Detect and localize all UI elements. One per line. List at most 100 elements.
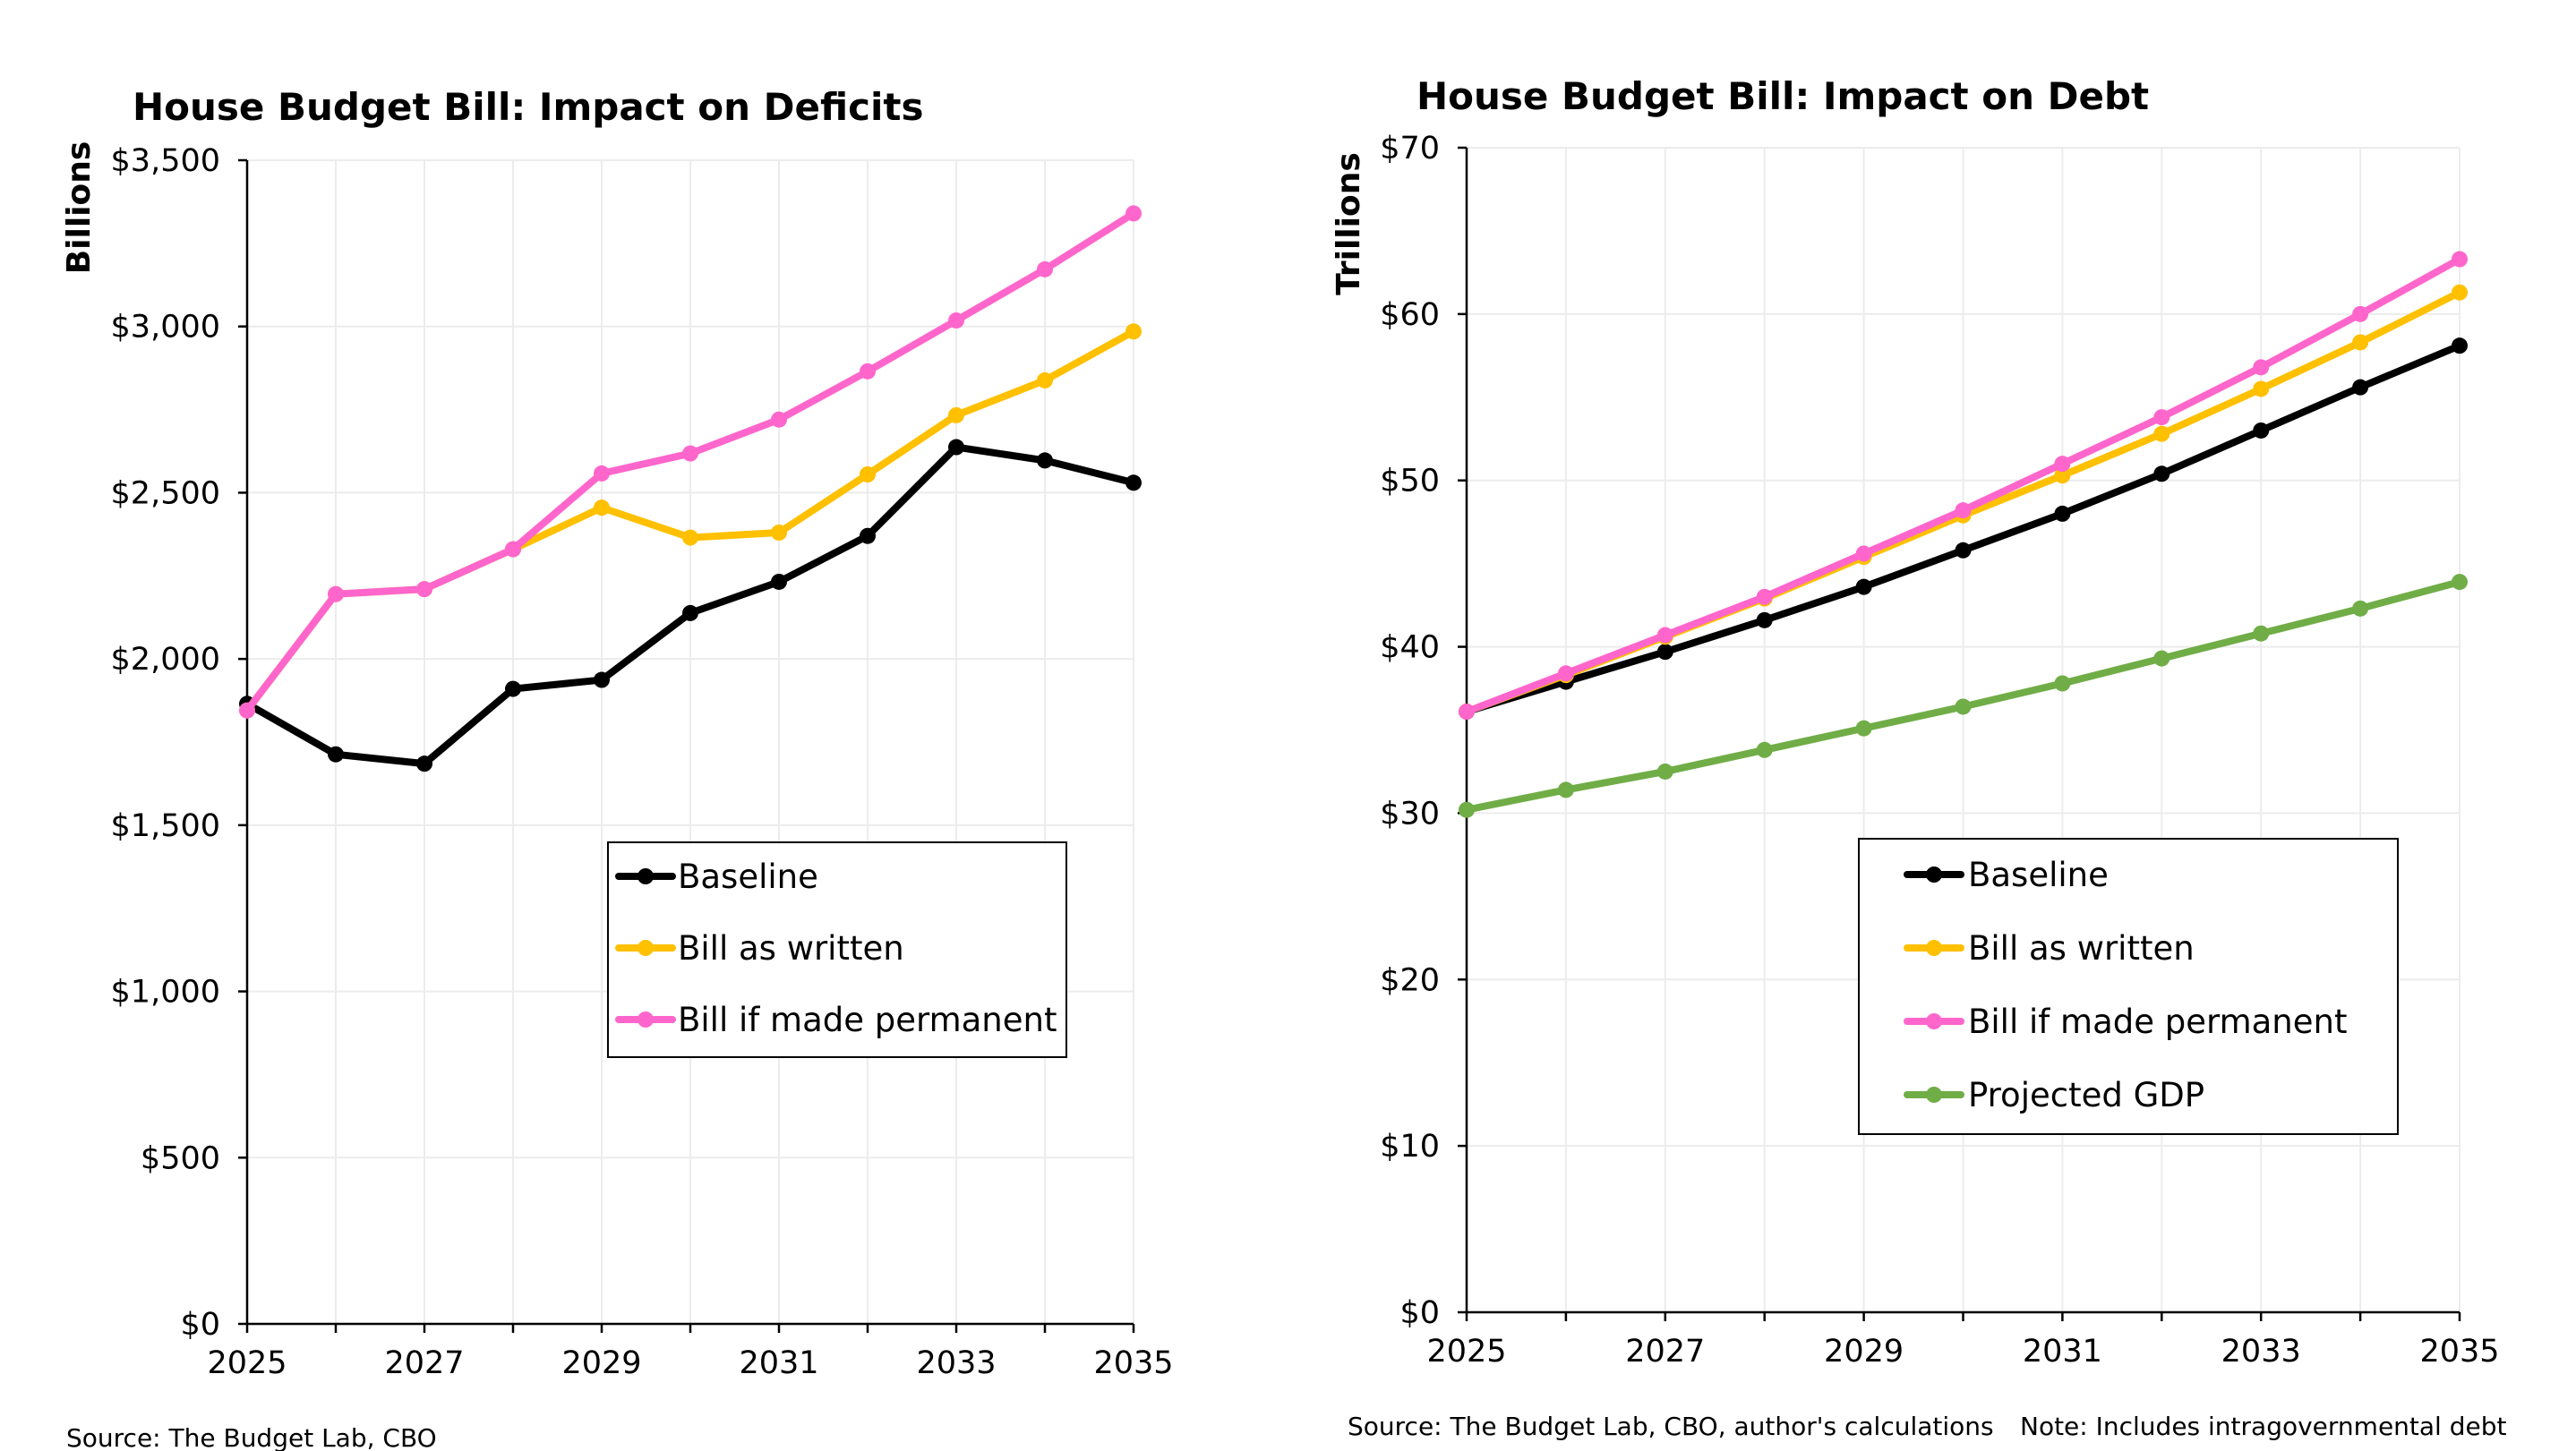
deficits-x-tick-label: 2031 [739, 1345, 818, 1381]
debt-legend-label-bill-as-written: Bill as written [1968, 929, 2195, 968]
debt-tick-labels: $0 $10 $20 $30 $40 $50 $60 $70 2025 2027 2029 2031 2… [1380, 131, 2499, 1370]
debt-point-projected-gdp [1459, 801, 1475, 818]
debt-legend-label-baseline: Baseline [1968, 856, 2109, 894]
debt-legend-marker-baseline [1926, 866, 1942, 883]
deficits-point-baseline [328, 746, 344, 763]
debt-point-projected-gdp [1955, 698, 1972, 715]
debt-point-bill-if-made-permanent [2352, 305, 2369, 322]
debt-x-tick-label: 2035 [2419, 1334, 2499, 1370]
debt-legend-marker-bill-if-made-permanent [1926, 1013, 1942, 1029]
debt-point-baseline [2253, 422, 2270, 439]
deficits-y-tick-label: $2,000 [111, 642, 220, 678]
deficits-point-baseline [771, 573, 787, 590]
debt-y-tick-label: $30 [1380, 796, 1440, 832]
deficits-point-bill-as-written [948, 406, 964, 423]
debt-legend-marker-bill-as-written [1926, 940, 1942, 956]
deficits-chart-title: House Budget Bill: Impact on Deficits [133, 85, 923, 129]
debt-y-axis-label: Trillions [1331, 152, 1367, 295]
debt-y-tick-label: $50 [1380, 464, 1440, 499]
deficits-x-tick-label: 2033 [916, 1345, 996, 1381]
deficits-point-baseline [682, 604, 698, 621]
debt-point-bill-as-written [2452, 284, 2468, 301]
deficits-legend-label-bill-as-written: Bill as written [678, 929, 904, 968]
deficits-point-bill-as-written [594, 499, 610, 516]
debt-point-projected-gdp [1557, 781, 1574, 798]
deficits-legend-label-baseline: Baseline [678, 858, 818, 896]
deficits-y-tick-label: $2,500 [111, 475, 220, 511]
deficits-axes [238, 158, 1135, 1333]
deficits-point-bill-if-made-permanent [860, 363, 876, 380]
deficits-y-axis-label: Billions [61, 141, 98, 275]
debt-point-bill-if-made-permanent [2253, 359, 2270, 376]
debt-point-bill-if-made-permanent [1756, 588, 1773, 605]
debt-chart-title: House Budget Bill: Impact on Debt [1416, 74, 2149, 118]
debt-legend-marker-projected-gdp [1926, 1087, 1942, 1103]
debt-y-tick-label: $60 [1380, 297, 1440, 333]
debt-point-baseline [1656, 644, 1673, 661]
debt-point-projected-gdp [2452, 574, 2468, 591]
debt-point-baseline [2352, 379, 2369, 396]
debt-point-bill-if-made-permanent [1656, 627, 1673, 644]
deficits-point-bill-if-made-permanent [682, 445, 698, 462]
debt-x-tick-label: 2027 [1625, 1334, 1705, 1370]
deficits-point-bill-if-made-permanent [771, 411, 787, 428]
debt-point-projected-gdp [2054, 675, 2071, 692]
deficits-point-baseline [1125, 474, 1142, 491]
deficits-x-tick-label: 2025 [207, 1345, 287, 1381]
deficits-point-bill-if-made-permanent [1037, 260, 1053, 277]
debt-point-bill-as-written [2153, 425, 2170, 442]
deficits-point-bill-if-made-permanent [239, 702, 255, 719]
deficits-point-bill-as-written [771, 525, 787, 541]
debt-point-bill-as-written [2054, 467, 2071, 484]
deficits-y-tick-label: $3,500 [111, 143, 220, 179]
debt-gridlines [1467, 147, 2460, 1312]
debt-point-baseline [1955, 542, 1972, 559]
deficits-point-baseline [1037, 452, 1053, 469]
debt-y-tick-label: $10 [1380, 1129, 1440, 1165]
deficits-source-note: Source: The Budget Lab, CBO [66, 1423, 437, 1451]
deficits-point-bill-if-made-permanent [948, 312, 964, 329]
deficits-legend: Baseline Bill as written Bill if made perm… [607, 841, 1067, 1058]
deficits-legend-box [607, 841, 1067, 1058]
debt-legend: Baseline Bill as written Bill if made perm… [1858, 838, 2399, 1135]
debt-point-bill-if-made-permanent [2054, 456, 2071, 473]
deficits-x-tick-label: 2027 [384, 1345, 464, 1381]
debt-legend-label-bill-if-made-permanent: Bill if made permanent [1968, 1003, 2347, 1041]
debt-chart: House Budget Bill: Impact on Debt Trilli… [1331, 74, 2507, 1441]
deficits-point-bill-if-made-permanent [1125, 205, 1142, 222]
deficits-point-bill-if-made-permanent [505, 541, 521, 558]
debt-point-bill-if-made-permanent [1557, 665, 1574, 682]
debt-y-tick-label: $70 [1380, 131, 1440, 166]
deficits-legend-marker-baseline [638, 868, 654, 884]
debt-point-baseline [2153, 465, 2170, 482]
debt-source-note: Source: The Budget Lab, CBO, author's ca… [1348, 1412, 1994, 1441]
deficits-legend-marker-bill-as-written [638, 940, 654, 956]
debt-series-projected-gdp [1459, 574, 2468, 818]
debt-point-baseline [1756, 611, 1773, 628]
debt-point-bill-if-made-permanent [2452, 251, 2468, 268]
deficits-x-tick-label: 2029 [561, 1345, 641, 1381]
deficits-y-tick-label: $3,000 [111, 310, 220, 346]
deficits-point-baseline [948, 439, 964, 456]
debt-legend-label-projected-gdp: Projected GDP [1968, 1076, 2204, 1114]
deficits-point-bill-as-written [860, 466, 876, 482]
debt-point-baseline [2054, 505, 2071, 522]
debt-point-bill-if-made-permanent [1855, 545, 1872, 562]
deficits-point-bill-if-made-permanent [416, 581, 432, 598]
debt-intragovernmental-note: Note: Includes intragovernmental debt [2020, 1412, 2507, 1441]
debt-x-tick-label: 2029 [1824, 1334, 1904, 1370]
deficits-chart: House Budget Bill: Impact on Deficits Bi… [61, 85, 1174, 1451]
deficits-y-tick-label: $0 [180, 1307, 220, 1343]
deficits-point-baseline [505, 680, 521, 697]
deficits-point-bill-as-written [1037, 371, 1053, 388]
debt-point-bill-if-made-permanent [1459, 704, 1475, 721]
deficits-x-tick-label: 2035 [1093, 1345, 1173, 1381]
deficits-gridlines [247, 159, 1134, 1324]
deficits-point-bill-if-made-permanent [328, 585, 344, 602]
deficits-point-baseline [416, 755, 432, 772]
debt-point-bill-if-made-permanent [2153, 409, 2170, 426]
deficits-legend-label-bill-if-made-permanent: Bill if made permanent [678, 1001, 1057, 1039]
debt-y-tick-label: $0 [1399, 1295, 1440, 1331]
debt-point-projected-gdp [2352, 600, 2369, 617]
